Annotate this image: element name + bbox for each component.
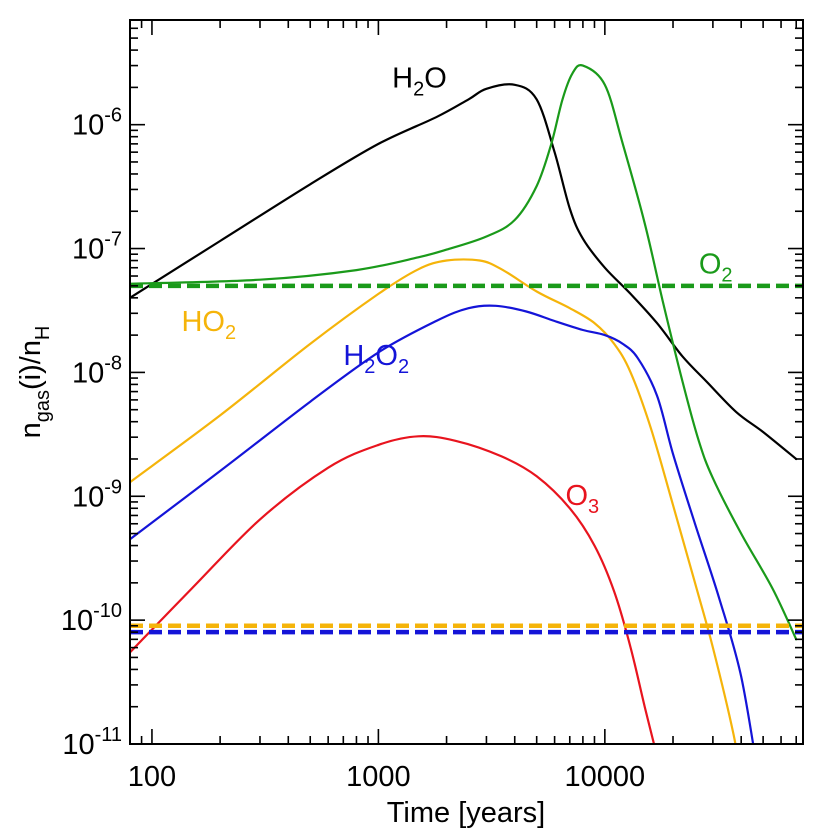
series-line-o2 [130, 64, 798, 641]
x-tick-label: 1000 [346, 761, 411, 793]
series-line-o3 [130, 435, 656, 744]
y-tick-label: 10-8 [72, 352, 122, 389]
tick-layer: 100 1000 10000 10-6 10-7 10-8 10-9 10-10 10-11 [61, 19, 803, 793]
series-labels-layer: H2O O2 HO2 H2O2 O3 [181, 62, 732, 518]
series-label-o3: O3 [565, 480, 599, 518]
y-tick-label: 10-6 [72, 105, 122, 142]
y-axis-title-sub2: H [32, 326, 54, 340]
series-layer [130, 64, 798, 744]
y-tick-label: 10-11 [62, 724, 122, 761]
x-tick-label: 10000 [565, 761, 646, 793]
series-label-o2: O2 [699, 248, 733, 286]
y-axis-title-base: n [15, 422, 47, 438]
series-label-h2o: H2O [392, 62, 447, 100]
y-tick-label: 10-10 [61, 600, 122, 637]
y-tick-label: 10-9 [72, 476, 122, 513]
series-line-h2o [130, 83, 798, 461]
x-tick-label: 100 [128, 761, 176, 793]
y-axis-title-sub1: gas [32, 390, 54, 422]
x-axis-title: Time [years] [387, 797, 545, 829]
y-axis-title-mid: (i)/n [15, 340, 47, 390]
y-axis-title: ngas(i)/nH [15, 326, 54, 439]
plot-frame [129, 19, 804, 745]
y-tick-label: 10-7 [72, 229, 122, 266]
series-label-ho2: HO2 [181, 306, 236, 344]
series-line-ho2 [130, 258, 737, 744]
series-line-h2o2 [130, 304, 755, 744]
reference-lines-layer [130, 283, 803, 635]
series-label-h2o2: H2O2 [343, 340, 409, 378]
